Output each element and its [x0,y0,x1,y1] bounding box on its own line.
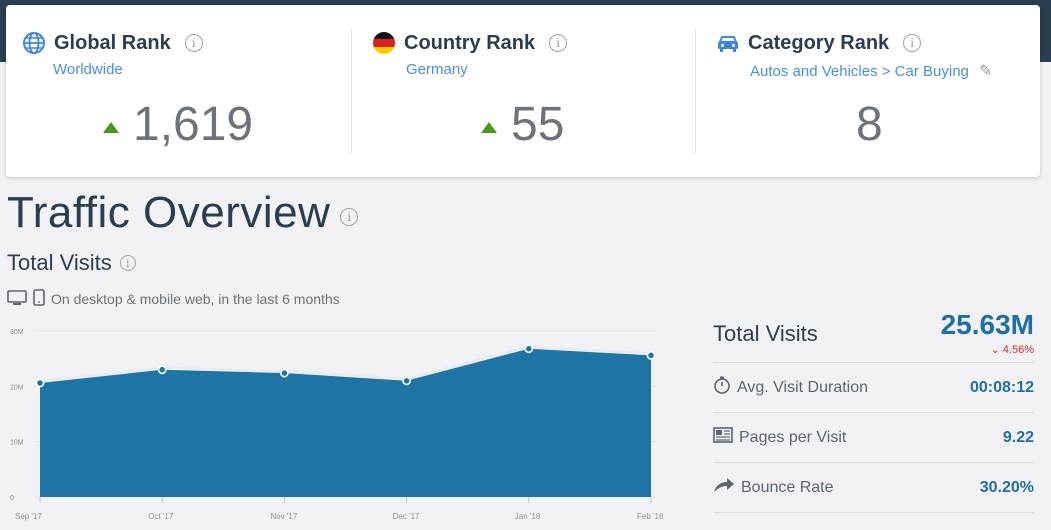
metric-pages-label: Pages per Visit [739,428,847,446]
rank-card: Global Rank i Worldwide 1,619 Country Ra… [6,5,1040,177]
car-icon [716,31,740,55]
metric-total-visits-value: 25.63M [940,309,1034,340]
info-icon[interactable]: i [549,34,568,52]
globe-icon [22,31,46,55]
info-icon[interactable]: i [340,208,359,226]
y-tick-label: 10M [10,440,24,447]
chart-svg: 0 10M 20M 30M Sep '17 Oct '17 Nov '17 Dec '17 Ja… [10,329,664,521]
y-tick-label: 30M [10,329,24,336]
global-rank-value: 1,619 [133,98,254,151]
global-rank-region-link[interactable]: Worldwide [53,61,123,78]
engagement-metrics: Total Visits 25.63M ⌄ 4.56% Avg. Visit D… [713,305,1034,513]
desktop-icon [7,289,27,309]
metric-bounce-value: 30.20% [979,478,1034,496]
x-tick-label: Feb '18 [637,512,664,521]
metric-avg-duration-value: 00:08:12 [969,378,1034,396]
metric-bounce-label-wrap: Bounce Rate [713,476,834,499]
category-rank-value: 8 [856,98,883,151]
category-rank-value-wrap: 8 [856,101,883,149]
change-value: 4.56% [1002,344,1034,356]
category-rank-category-link[interactable]: Autos and Vehicles > Car Buying ✎ [750,61,992,81]
traffic-overview-heading: Traffic Overview i [7,188,359,238]
country-rank-header: Country Rank i [372,30,568,56]
metric-pages-label-wrap: Pages per Visit [713,427,846,448]
metric-avg-duration-label-wrap: Avg. Visit Duration [713,376,868,399]
total-visits-chart: 0 10M 20M 30M Sep '17 Oct '17 Nov '17 Dec '17 Ja… [0,320,680,530]
chevron-down-icon: ⌄ [990,344,1003,356]
info-icon[interactable]: i [119,255,136,271]
category-rank-title: Category Rank [748,31,890,54]
trend-up-icon [481,121,497,133]
country-rank-title: Country Rank [404,31,536,54]
country-rank-panel: Country Rank i Germany 55 [351,29,696,153]
global-rank-panel: Global Rank i Worldwide 1,619 [6,5,350,177]
category-rank-panel: Category Rank i Autos and Vehicles > Car… [695,29,1040,153]
x-tick-label: Sep '17 [15,512,42,521]
data-point [402,376,411,386]
x-tick-label: Nov '17 [270,512,297,521]
metric-bounce-label: Bounce Rate [741,478,834,496]
global-rank-header: Global Rank i [22,30,203,56]
metric-pages-per-visit: Pages per Visit 9.22 [713,413,1034,463]
y-tick-label: 0 [10,495,14,502]
x-tick-label: Dec '17 [393,512,420,521]
visits-line [39,345,652,383]
stopwatch-icon [713,376,731,399]
metric-bounce-rate: Bounce Rate 30.20% [713,463,1034,513]
traffic-overview-title: Traffic Overview [7,188,331,237]
metric-total-visits: Total Visits 25.63M ⌄ 4.56% [713,305,1034,363]
trend-up-icon [103,121,119,133]
info-icon[interactable]: i [903,34,922,52]
total-visits-title: Total Visits [7,250,112,275]
metric-avg-duration: Avg. Visit Duration 00:08:12 [713,363,1034,413]
info-icon[interactable]: i [184,34,203,52]
pencil-icon[interactable]: ✎ [978,63,993,80]
category-rank-header: Category Rank i [716,30,922,56]
pages-icon [713,427,733,448]
y-tick-label: 20M [10,384,24,391]
category-path[interactable]: Autos and Vehicles > Car Buying [750,63,969,80]
data-point [157,365,167,375]
mobile-icon [33,289,45,309]
x-tick-label: Oct '17 [148,512,174,521]
data-point [35,378,45,388]
total-visits-heading: Total Visits i [7,250,136,276]
metric-pages-value: 9.22 [1002,428,1034,446]
x-tick-label: Jan '18 [515,512,541,521]
metric-total-visits-change: ⌄ 4.56% [941,343,1034,356]
device-note: On desktop & mobile web, in the last 6 m… [7,289,340,309]
metric-total-visits-label: Total Visits [713,320,818,346]
metric-avg-duration-label: Avg. Visit Duration [737,378,869,396]
device-note-text: On desktop & mobile web, in the last 6 m… [51,291,340,307]
bounce-arrow-icon [713,476,735,499]
visits-area [40,348,651,497]
country-rank-value-wrap: 55 [481,101,564,149]
country-rank-value: 55 [511,98,565,151]
data-point [279,368,289,378]
germany-flag-icon [372,31,396,55]
global-rank-title: Global Rank [54,31,171,54]
data-point [524,344,534,354]
metric-total-visits-values: 25.63M ⌄ 4.56% [940,309,1034,357]
data-point [646,350,656,360]
country-rank-region-link[interactable]: Germany [406,61,468,78]
global-rank-value-wrap: 1,619 [103,101,253,149]
